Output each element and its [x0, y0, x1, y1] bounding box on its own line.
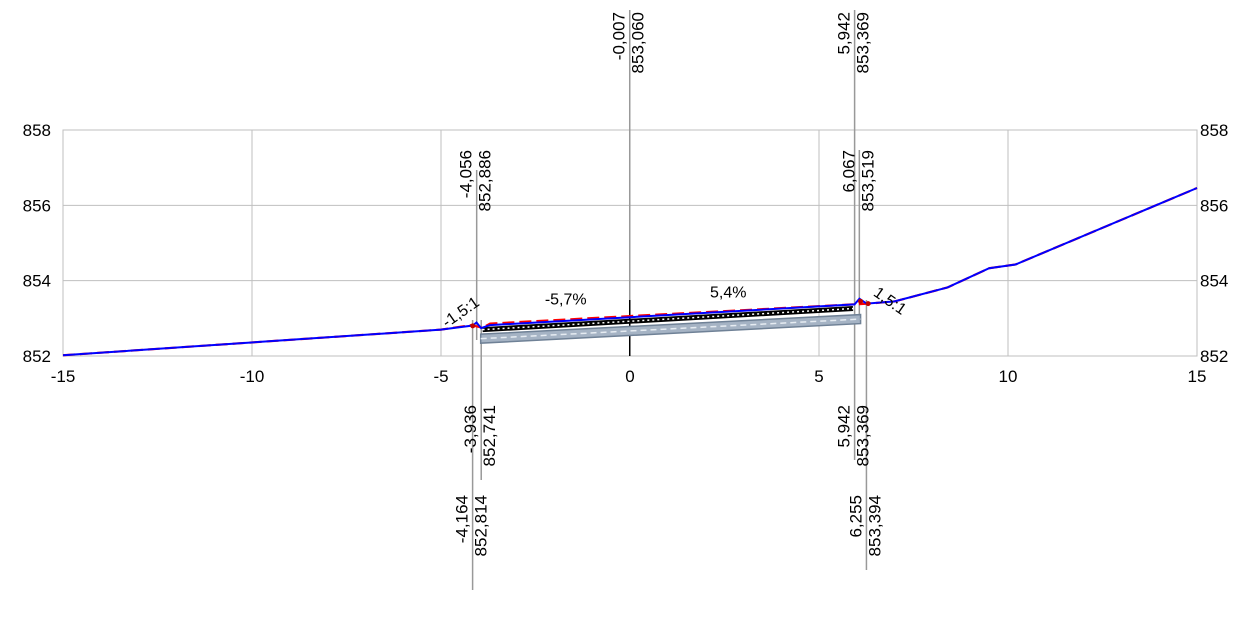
- station-elevation-label: -4,056: [457, 150, 476, 198]
- x-tick-label: -15: [51, 367, 76, 386]
- station-elevation-label: -3,936: [461, 405, 480, 453]
- station-elevation-label: 852,886: [476, 150, 495, 211]
- station-elevation-label: 853,519: [858, 150, 877, 211]
- station-elevation-label: 852,741: [480, 405, 499, 466]
- station-elevation-label: 853,394: [865, 495, 884, 556]
- x-tick-label: 15: [1188, 367, 1207, 386]
- y-tick-label-right: 852: [1200, 347, 1228, 366]
- x-tick-label: 5: [814, 367, 823, 386]
- y-tick-label-left: 858: [23, 121, 51, 140]
- vertex-mark: [865, 301, 871, 307]
- grade-annotation: 1,5:1: [870, 284, 909, 318]
- station-elevation-label: 6,255: [846, 495, 865, 538]
- x-tick-label: -5: [433, 367, 448, 386]
- station-elevation-label: 853,060: [629, 12, 648, 73]
- y-tick-label-right: 858: [1200, 121, 1228, 140]
- vertex-mark: [858, 298, 864, 304]
- station-elevation-label: 853,369: [854, 12, 873, 73]
- y-tick-label-right: 854: [1200, 272, 1228, 291]
- station-elevation-label: 5,942: [835, 12, 854, 55]
- station-elevation-label: 852,814: [472, 495, 491, 556]
- base-layer-dash: [480, 318, 861, 340]
- x-tick-label: -10: [240, 367, 265, 386]
- station-elevation-label: 853,369: [854, 405, 873, 466]
- grade-annotation: 5,4%: [710, 285, 746, 302]
- station-elevation-label: 6,067: [839, 150, 858, 193]
- surface-layer-dots: [482, 307, 854, 331]
- station-elevation-label: -4,164: [453, 495, 472, 543]
- y-tick-label-left: 854: [23, 272, 51, 291]
- y-tick-label-right: 856: [1200, 196, 1228, 215]
- y-tick-label-left: 856: [23, 196, 51, 215]
- y-tick-label-left: 852: [23, 347, 51, 366]
- grade-annotation: -5,7%: [545, 291, 587, 308]
- x-tick-label: 10: [999, 367, 1018, 386]
- station-elevation-label: -0,007: [610, 12, 629, 60]
- vertex-mark: [470, 323, 476, 329]
- station-elevation-label: 5,942: [835, 405, 854, 448]
- x-tick-label: 0: [625, 367, 634, 386]
